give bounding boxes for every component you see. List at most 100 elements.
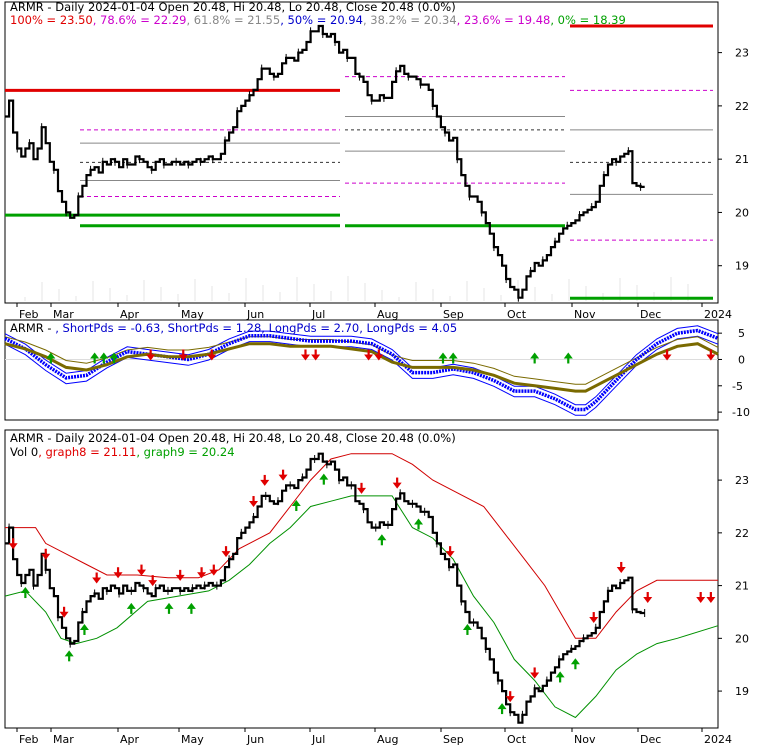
osc-signal-arrow-14-head <box>563 352 573 359</box>
osc-signal-arrow-8-head <box>311 354 321 361</box>
osc-panel-frame <box>4 319 719 421</box>
osc-signal-arrow-10-head <box>374 354 384 361</box>
fib-ytick-label-3: 22 <box>735 100 749 113</box>
stops-signal-arrow-16 <box>221 546 231 558</box>
stops-signal-arrow-8-head <box>126 602 136 609</box>
stops-signal-arrow-10 <box>148 575 158 587</box>
stops-signal-arrow-14-head <box>197 572 207 579</box>
stops-title-legend: ARMR - Daily 2024-01-04 Open 20.48, Hi 2… <box>10 431 456 445</box>
fib-ytick-label-4: 23 <box>735 47 749 60</box>
stops-legend-entry-2: , graph9 = 20.24 <box>136 445 234 459</box>
osc-signal-arrow-0 <box>46 352 56 364</box>
fib-legend: 100% = 23.50, 78.6% = 22.29, 61.8% = 21.… <box>10 13 626 27</box>
stops-panel-frame <box>4 429 719 729</box>
stops-signal-arrow-17 <box>249 496 259 508</box>
osc-signal-arrow-12-head <box>448 352 458 359</box>
osc-signal-arrow-12 <box>448 352 458 364</box>
stops-signal-arrow-4-head <box>64 650 74 657</box>
stops-signal-arrow-33 <box>589 612 599 624</box>
fib-title-legend: ARMR - Daily 2024-01-04 Open 20.48, Hi 2… <box>10 0 456 14</box>
stops-signal-arrow-31-head <box>555 671 565 678</box>
stops-signal-arrow-1-head <box>20 587 30 594</box>
fib-price-line <box>5 24 645 299</box>
stops-signal-arrow-20-head <box>291 500 301 507</box>
osc-signal-arrow-11-head <box>438 352 448 359</box>
stops-signal-arrow-17-head <box>249 501 259 508</box>
osc-ytick-label-2: -5 <box>732 380 743 393</box>
stops-signal-arrow-15-head <box>209 569 219 576</box>
stops-signal-arrow-25-head <box>414 518 424 525</box>
stops-signal-arrow-9-head <box>136 569 146 576</box>
osc-signal-arrow-10 <box>374 349 384 361</box>
stops-signal-arrow-2 <box>41 548 51 560</box>
fib-ytick-label-1: 20 <box>735 206 749 219</box>
stops-signal-arrow-23-head <box>377 534 387 541</box>
stops-signal-arrow-6 <box>92 572 102 584</box>
stops-signal-arrow-9 <box>136 564 146 576</box>
stops-signal-arrow-5 <box>79 623 89 635</box>
osc-signal-arrow-2 <box>99 352 109 364</box>
stops-signal-arrow-29 <box>505 691 515 703</box>
stops-graph8-line <box>5 453 718 639</box>
stops-signal-arrow-21-head <box>319 473 329 480</box>
stops-signal-arrow-34 <box>616 561 626 573</box>
stops-ytick-label-1: 20 <box>735 632 749 645</box>
stops-xtick-label-0: Feb <box>19 733 38 745</box>
stops-signal-arrow-16-head <box>221 551 231 558</box>
stops-signal-arrow-12-head <box>175 574 185 581</box>
stops-signal-arrow-22 <box>357 482 366 494</box>
osc-legend-entry-2: , ShortPds = 1.28 <box>160 321 261 335</box>
osc-ytick-label-0: 5 <box>738 327 745 340</box>
stops-signal-arrow-28-head <box>497 703 507 710</box>
fib-xtick-label-0: Feb <box>19 308 38 321</box>
stops-signal-arrow-23 <box>377 534 387 546</box>
osc-signal-arrow-7-head <box>300 354 310 361</box>
stops-signal-arrow-7 <box>113 567 123 579</box>
stops-signal-arrow-36-head <box>696 597 706 604</box>
stops-signal-arrow-37 <box>706 592 716 604</box>
stops-signal-arrow-24-head <box>392 482 402 489</box>
stops-xtick-label-10: Dec <box>640 733 661 745</box>
stops-signal-arrow-1 <box>20 587 30 599</box>
fib-legend-entry-6: , 0% = 18.39 <box>550 13 625 27</box>
osc-ytick-label-1: 0 <box>738 353 745 366</box>
osc-signal-arrow-14 <box>563 352 573 364</box>
osc-signal-arrow-0-head <box>46 352 56 359</box>
osc-signal-arrow-9-head <box>364 354 374 361</box>
stops-signal-arrow-18 <box>260 474 270 486</box>
stops-signal-arrow-27-head <box>462 623 472 630</box>
stops-xtick-label-2: Apr <box>120 733 140 745</box>
stops-signal-arrow-32 <box>570 658 580 670</box>
stops-legend: Vol 0, graph8 = 21.11, graph9 = 20.24 <box>10 445 235 459</box>
osc-legend-entry-0: ARMR - <box>10 321 55 335</box>
stops-xtick-label-3: May <box>181 733 204 745</box>
osc-signal-arrow-1 <box>90 352 100 364</box>
stops-signal-arrow-10-head <box>148 580 158 587</box>
stops-signal-arrow-11 <box>164 602 174 614</box>
fib-xtick-label-9: Nov <box>574 308 596 321</box>
fib-legend-entry-4: , 38.2% = 20.34 <box>363 13 457 27</box>
stops-signal-arrow-26-head <box>445 551 455 558</box>
stops-xtick-label-5: Jul <box>311 733 325 745</box>
stops-xtick-label-8: Oct <box>507 733 527 745</box>
osc-signal-arrow-1-head <box>90 352 100 359</box>
stops-signal-arrow-37-head <box>706 597 716 604</box>
fib-legend-entry-0: 100% = 23.50 <box>10 13 93 27</box>
stops-signal-arrow-15 <box>209 564 219 576</box>
fib-title-legend-entry-0: ARMR - Daily 2024-01-04 Open 20.48, Hi 2… <box>10 0 456 14</box>
fib-legend-entry-3: , 50% = 20.94 <box>280 13 363 27</box>
fib-xtick-label-6: Aug <box>377 308 398 321</box>
fib-legend-entry-2: , 61.8% = 21.55 <box>186 13 280 27</box>
stops-signal-arrow-36 <box>696 592 706 604</box>
stops-signal-arrow-0 <box>8 538 18 550</box>
stops-signal-arrow-30 <box>530 667 540 679</box>
stops-legend-entry-1: , graph8 = 21.11 <box>38 445 136 459</box>
fib-xtick-label-10: Dec <box>640 308 661 321</box>
stops-xtick-label-1: Mar <box>53 733 74 745</box>
osc-signal-arrow-7 <box>300 349 310 361</box>
fib-xtick-label-7: Sep <box>443 308 464 321</box>
stops-signal-arrow-13 <box>186 602 196 614</box>
osc-short-envelope-upper <box>4 325 719 406</box>
stops-signal-arrow-13-head <box>186 602 196 609</box>
stops-signal-arrow-19-head <box>278 474 288 481</box>
